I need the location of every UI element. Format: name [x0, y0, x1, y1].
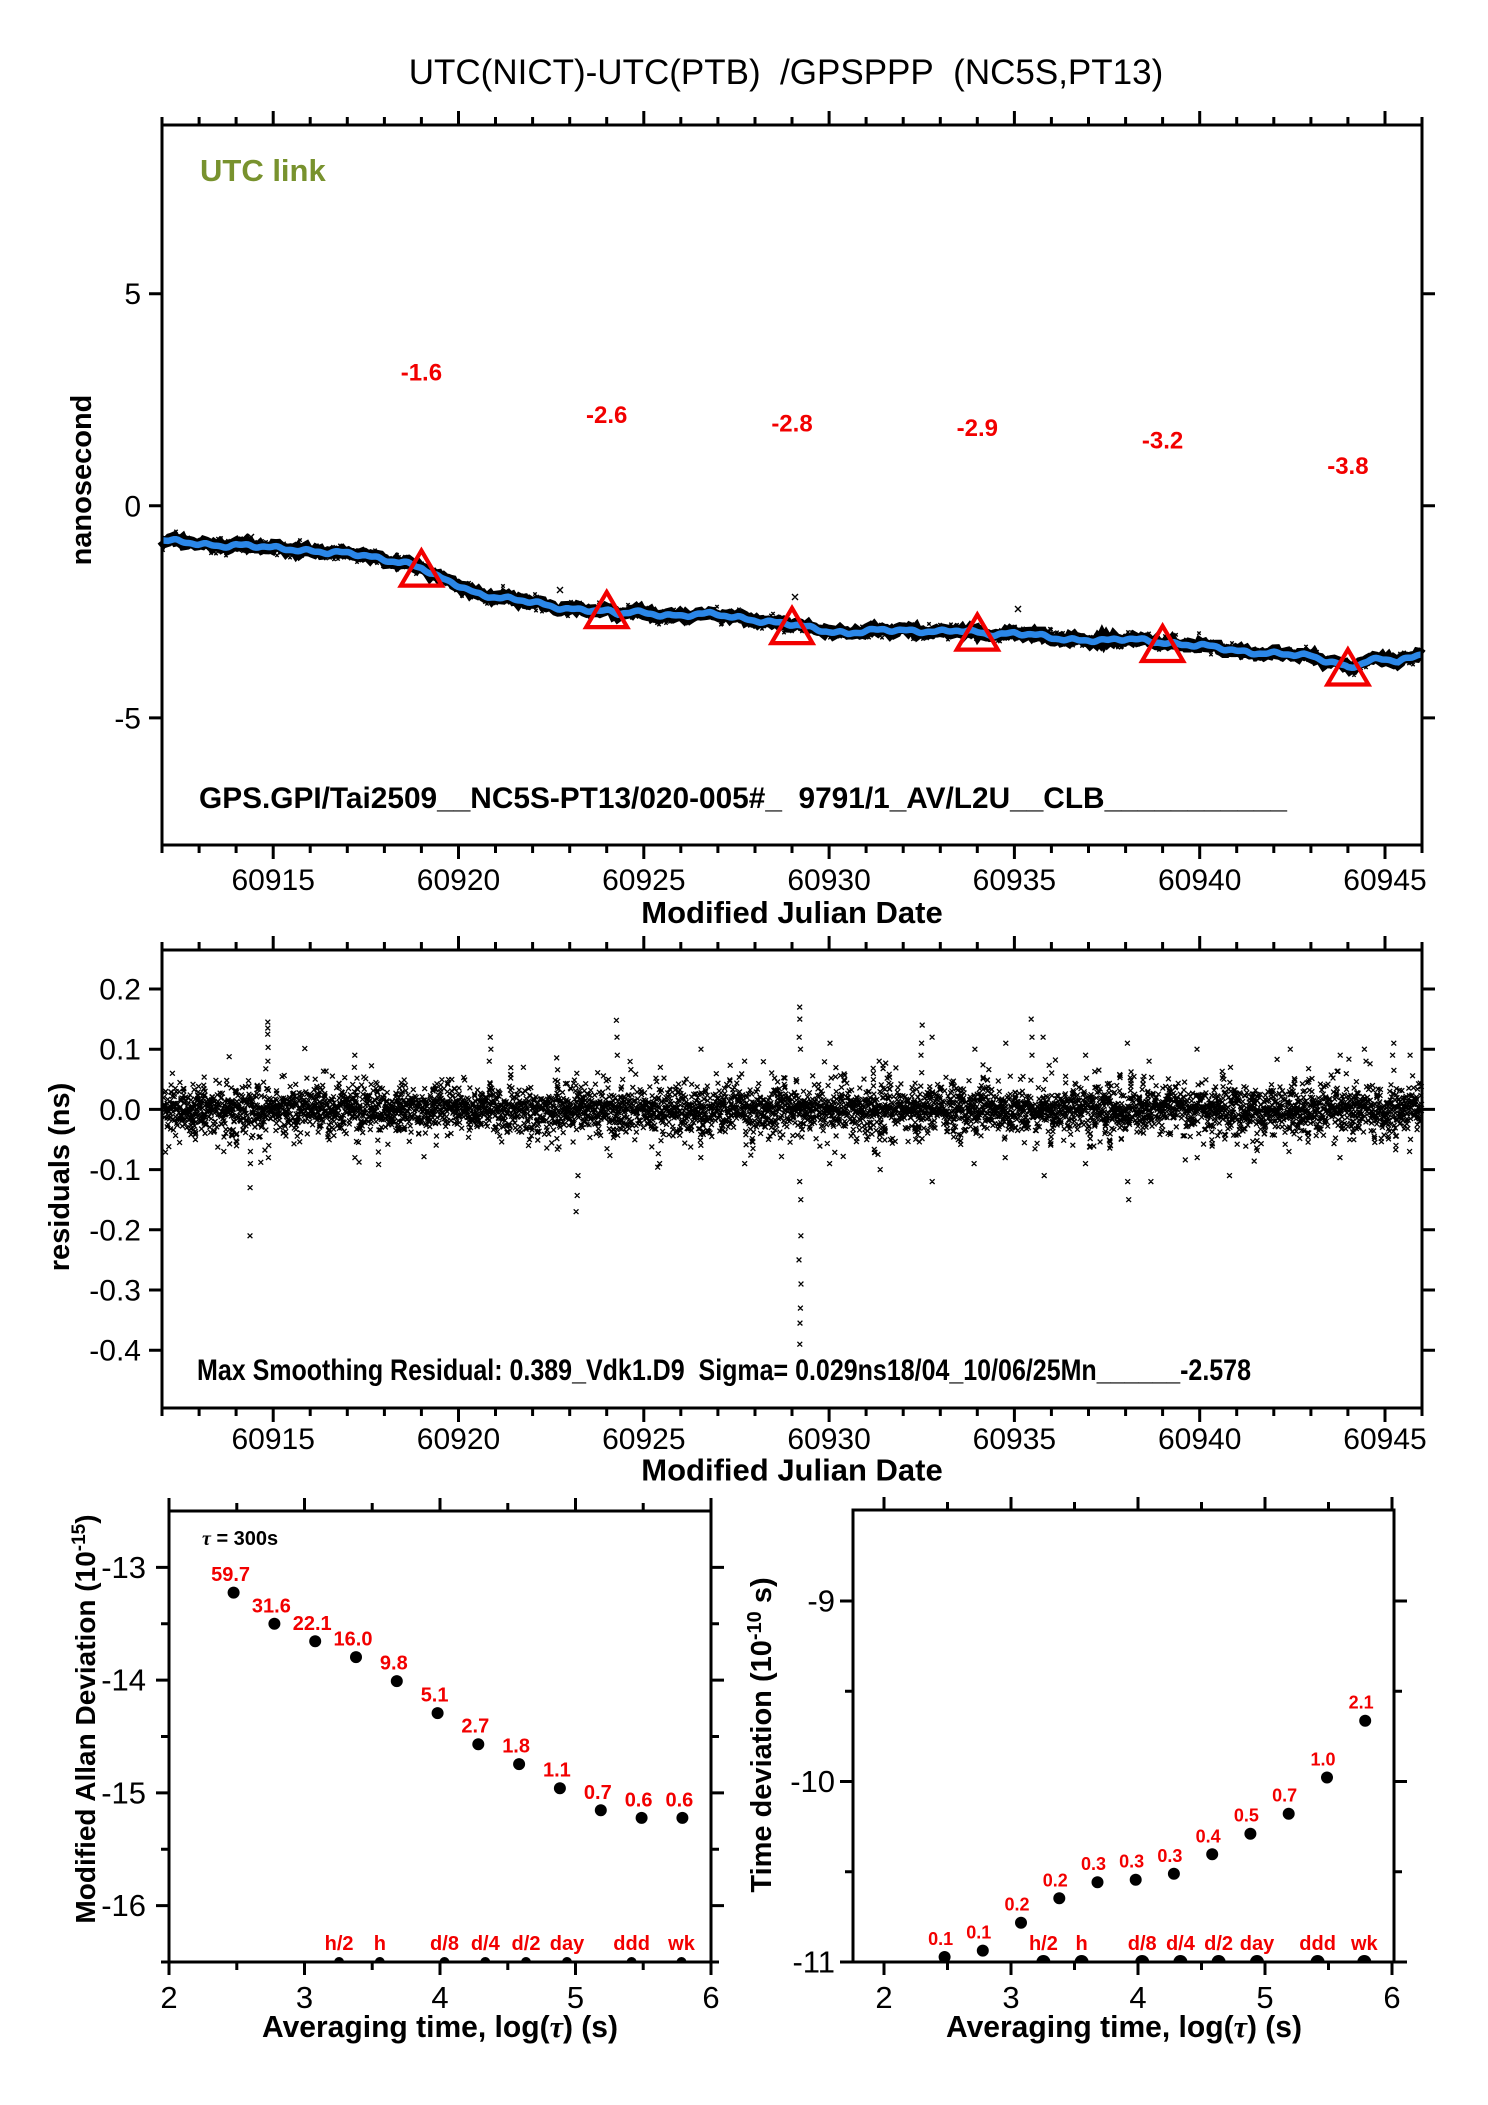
svg-text:0.3: 0.3	[1081, 1854, 1106, 1874]
svg-text:-13: -13	[101, 1550, 146, 1585]
svg-text:60930: 60930	[787, 1423, 870, 1456]
svg-text:0.6: 0.6	[665, 1789, 693, 1811]
svg-text:60940: 60940	[1158, 1423, 1241, 1456]
svg-text:Max Smoothing Residual: 0.389_: Max Smoothing Residual: 0.389_Vdk1.D9 Si…	[197, 1354, 1251, 1387]
svg-text:2: 2	[875, 1980, 892, 2015]
svg-text:UTC(NICT)-UTC(PTB) /GPSPPP (: UTC(NICT)-UTC(PTB) /GPSPPP (NC5S,PT13)	[409, 53, 1163, 92]
svg-text:6: 6	[1383, 1980, 1400, 2015]
svg-text:-5: -5	[114, 702, 141, 735]
svg-text:0.1: 0.1	[99, 1034, 141, 1067]
svg-text:4: 4	[431, 1980, 448, 2015]
svg-text:nanosecond: nanosecond	[66, 395, 98, 566]
svg-text:wk: wk	[1350, 1933, 1379, 1955]
svg-text:0.2: 0.2	[1004, 1895, 1029, 1915]
svg-text:16.0: 16.0	[334, 1629, 373, 1651]
svg-text:3: 3	[296, 1980, 313, 2015]
svg-text:60935: 60935	[973, 1423, 1056, 1456]
svg-text:0.3: 0.3	[1119, 1852, 1144, 1872]
svg-text:60940: 60940	[1158, 864, 1241, 897]
svg-text:1.1: 1.1	[543, 1760, 571, 1782]
svg-text:0.7: 0.7	[1272, 1786, 1297, 1806]
svg-text:d/4: d/4	[1166, 1933, 1196, 1955]
svg-text:0.4: 0.4	[1196, 1826, 1221, 1846]
svg-text:0.2: 0.2	[1043, 1870, 1068, 1890]
svg-text:day: day	[550, 1933, 585, 1955]
svg-text:-16: -16	[101, 1888, 146, 1923]
svg-text:2.1: 2.1	[1349, 1693, 1374, 1713]
svg-text:9.8: 9.8	[380, 1653, 408, 1675]
svg-text:0: 0	[124, 490, 141, 523]
svg-text:0.1: 0.1	[966, 1923, 991, 1943]
svg-text:60925: 60925	[602, 1423, 685, 1456]
svg-text:GPS.GPI/Tai2509__NC5S-PT13/020: GPS.GPI/Tai2509__NC5S-PT13/020-005#_ 979…	[199, 782, 1287, 815]
svg-text:0.3: 0.3	[1157, 1846, 1182, 1866]
svg-text:3: 3	[1002, 1980, 1019, 2015]
svg-text:-10: -10	[790, 1764, 835, 1799]
svg-text:-2.9: -2.9	[957, 415, 998, 442]
svg-text:59.7: 59.7	[211, 1564, 250, 1586]
svg-text:d/4: d/4	[471, 1933, 501, 1955]
svg-text:60925: 60925	[602, 864, 685, 897]
svg-text:6: 6	[702, 1980, 719, 2015]
svg-text:τ = 300s: τ = 300s	[202, 1528, 278, 1550]
svg-text:h: h	[374, 1933, 386, 1955]
svg-text:0.0: 0.0	[99, 1094, 141, 1127]
svg-text:wk: wk	[667, 1933, 696, 1955]
svg-text:1.0: 1.0	[1310, 1750, 1335, 1770]
svg-text:5: 5	[124, 278, 141, 311]
svg-text:-0.2: -0.2	[89, 1214, 141, 1247]
svg-text:5.1: 5.1	[421, 1685, 449, 1707]
svg-text:h/2: h/2	[1029, 1933, 1058, 1955]
svg-text:-9: -9	[807, 1584, 835, 1619]
svg-text:-0.3: -0.3	[89, 1275, 141, 1308]
svg-text:2: 2	[160, 1980, 177, 2015]
svg-text:0.7: 0.7	[584, 1782, 612, 1804]
svg-text:-3.8: -3.8	[1327, 453, 1368, 480]
svg-text:60945: 60945	[1343, 864, 1426, 897]
svg-text:residuals (ns): residuals (ns)	[44, 1083, 76, 1272]
svg-text:UTC link: UTC link	[200, 153, 326, 188]
svg-text:-1.6: -1.6	[401, 360, 442, 387]
svg-text:Averaging time, log(τ) (s): Averaging time, log(τ) (s)	[262, 2009, 618, 2044]
svg-text:h/2: h/2	[325, 1933, 354, 1955]
svg-text:0.5: 0.5	[1234, 1806, 1259, 1826]
svg-text:31.6: 31.6	[252, 1595, 291, 1617]
svg-text:d/2: d/2	[1204, 1933, 1233, 1955]
svg-text:22.1: 22.1	[293, 1613, 332, 1635]
svg-text:-14: -14	[101, 1663, 146, 1698]
svg-text:-15: -15	[101, 1775, 146, 1810]
svg-text:Modified Julian Date: Modified Julian Date	[641, 895, 942, 930]
svg-text:Averaging time, log(τ) (s): Averaging time, log(τ) (s)	[946, 2009, 1302, 2044]
svg-text:h: h	[1075, 1933, 1087, 1955]
svg-text:0.2: 0.2	[99, 974, 141, 1007]
svg-text:5: 5	[1256, 1980, 1273, 2015]
svg-text:2.7: 2.7	[461, 1716, 489, 1738]
svg-text:day: day	[1240, 1933, 1275, 1955]
svg-text:ddd: ddd	[1299, 1933, 1336, 1955]
svg-text:5: 5	[567, 1980, 584, 2015]
svg-text:60915: 60915	[231, 864, 314, 897]
svg-text:ddd: ddd	[613, 1933, 650, 1955]
svg-text:-2.8: -2.8	[771, 411, 812, 438]
svg-text:-2.6: -2.6	[586, 402, 627, 429]
svg-text:0.6: 0.6	[625, 1789, 653, 1811]
svg-text:-11: -11	[792, 1945, 835, 1980]
svg-text:d/8: d/8	[1128, 1933, 1157, 1955]
svg-text:0.1: 0.1	[928, 1929, 953, 1949]
svg-text:1.8: 1.8	[502, 1736, 530, 1758]
svg-text:60945: 60945	[1343, 1423, 1426, 1456]
svg-text:60915: 60915	[231, 1423, 314, 1456]
svg-text:60935: 60935	[973, 864, 1056, 897]
svg-text:4: 4	[1129, 1980, 1146, 2015]
svg-text:Modified Julian Date: Modified Julian Date	[641, 1453, 942, 1488]
svg-text:60920: 60920	[417, 1423, 500, 1456]
svg-text:-3.2: -3.2	[1142, 428, 1183, 455]
svg-text:-0.4: -0.4	[89, 1335, 141, 1368]
svg-text:d/8: d/8	[430, 1933, 459, 1955]
svg-text:d/2: d/2	[512, 1933, 541, 1955]
svg-text:60930: 60930	[787, 864, 870, 897]
svg-text:-0.1: -0.1	[89, 1154, 141, 1187]
svg-text:Modified Allan Deviation (10-1: Modified Allan Deviation (10-15)	[69, 1514, 101, 1923]
svg-text:60920: 60920	[417, 864, 500, 897]
